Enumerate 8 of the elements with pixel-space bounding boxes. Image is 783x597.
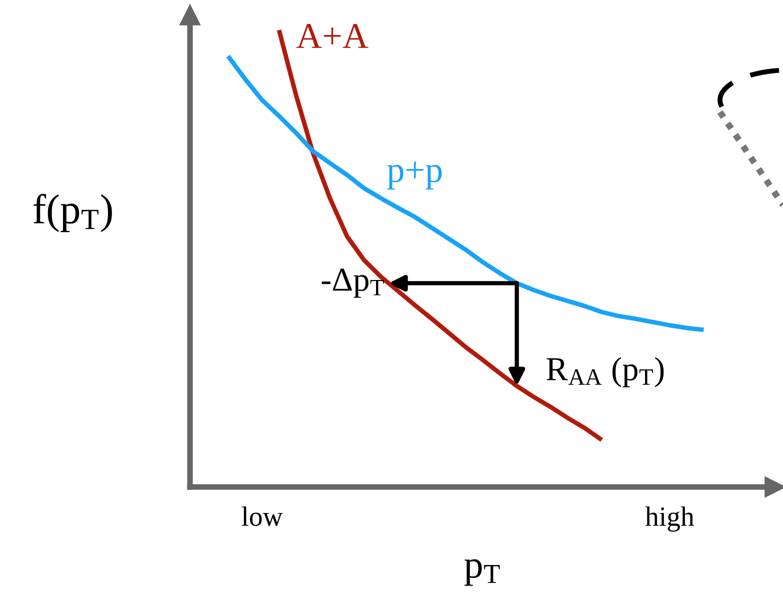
- x-axis-title: p$_{T}$: [464, 559, 500, 586]
- series-label: p+p: [387, 161, 442, 190]
- y-axis-title: f(p$_{T}$): [33, 194, 112, 232]
- x-tick-label: low: [242, 506, 283, 526]
- annotation: R$_{AA}$ (p$_{T}$): [546, 356, 664, 388]
- annotation: -Δp$_{T}$: [322, 268, 384, 298]
- series-label: A+A: [296, 24, 368, 48]
- x-tick-label: high: [645, 506, 694, 532]
